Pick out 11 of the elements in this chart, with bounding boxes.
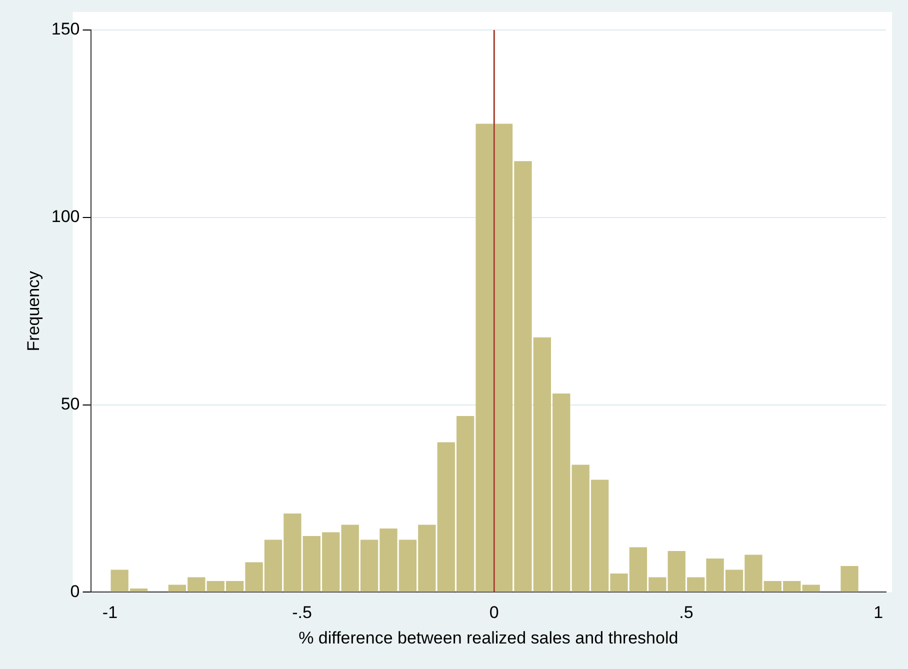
x-tick-label: -.5 [292,603,312,622]
x-tick-label: 0 [489,603,499,622]
x-tick-label: 1 [874,603,884,622]
x-axis-title: % difference between realized sales and threshold [298,628,678,648]
y-tick-label: 150 [51,20,80,39]
y-tick-label: 0 [70,582,80,601]
y-axis-title: Frequency [24,270,43,352]
x-tick-label: -1 [102,603,118,622]
y-tick-label: 100 [51,207,80,226]
y-tick-label: 50 [60,394,80,414]
x-tick-label: .5 [679,603,694,622]
